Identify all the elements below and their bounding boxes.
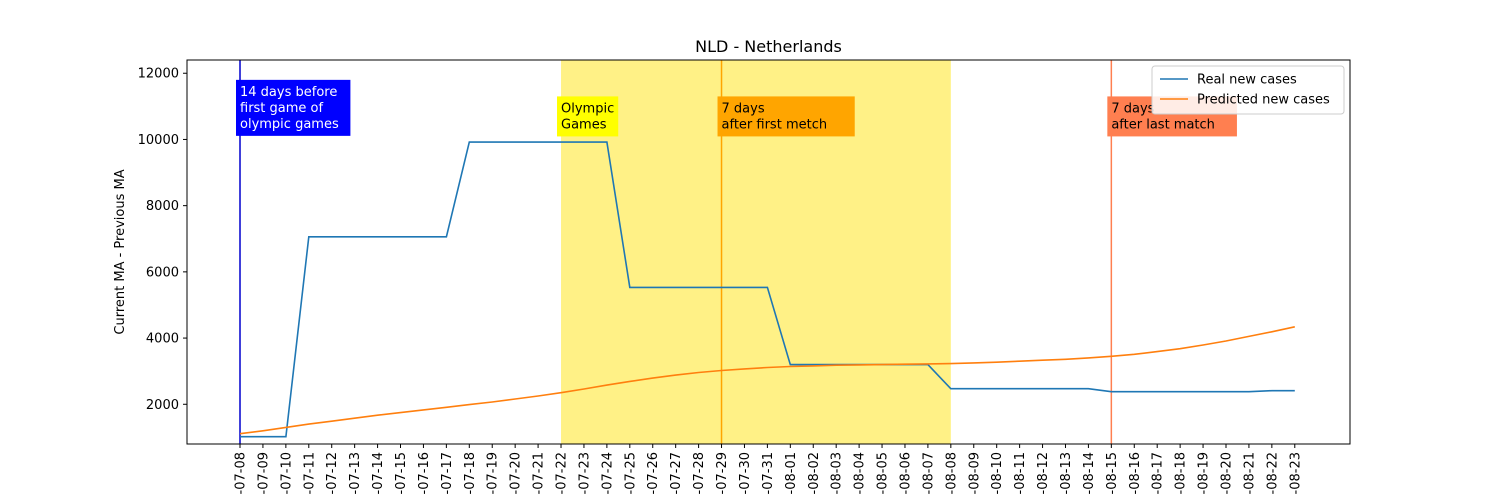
x-tick-label: -08-15 — [1105, 452, 1120, 494]
x-tick-label: -08-06 — [898, 452, 913, 494]
x-tick-label: -07-18 — [463, 452, 478, 494]
x-tick-label: -08-20 — [1219, 452, 1234, 494]
x-tick-label: -08-08 — [944, 452, 959, 494]
x-tick-label: -07-31 — [761, 452, 776, 494]
y-tick-label: 6000 — [146, 265, 179, 280]
x-tick-label: -07-21 — [532, 452, 547, 494]
x-tick-label: -07-30 — [738, 452, 753, 494]
annotation-box — [557, 96, 619, 137]
annotation-text: Games — [561, 117, 607, 132]
annotation-text: after first metch — [722, 117, 828, 132]
x-tick-label: -07-10 — [279, 452, 294, 494]
x-tick-label: -08-12 — [1036, 452, 1051, 494]
x-tick-label: -07-12 — [325, 452, 340, 494]
annotation-text: first game of — [240, 101, 324, 116]
series-line-real-new-cases — [240, 141, 1295, 438]
x-tick-label: -08-19 — [1197, 452, 1212, 494]
x-tick-label: -08-05 — [876, 452, 891, 494]
x-tick-label: -08-07 — [921, 452, 936, 494]
x-tick-label: -08-21 — [1242, 452, 1257, 494]
y-tick-label: 8000 — [146, 199, 179, 214]
x-tick-label: -07-17 — [440, 452, 455, 494]
x-tick-label: -08-01 — [784, 452, 799, 494]
x-axis-ticks: -07-08 -07-09 -07-10 -07-11 -07-12 -07-13 -07-… — [234, 444, 1303, 494]
annotation-text: 7 days — [722, 101, 765, 116]
x-tick-label: -08-14 — [1082, 452, 1097, 494]
legend-label: Real new cases — [1197, 73, 1297, 88]
y-tick-label: 12000 — [138, 67, 179, 82]
chart-title: NLD - Netherlands — [695, 37, 842, 56]
x-tick-label: -08-02 — [807, 452, 822, 494]
x-tick-label: -07-16 — [417, 452, 432, 494]
x-tick-label: -07-20 — [509, 452, 524, 494]
legend-label: Predicted new cases — [1197, 93, 1330, 108]
x-tick-label: -08-09 — [967, 452, 982, 494]
x-tick-label: -07-08 — [234, 452, 249, 494]
legend: Real new cases Predicted new cases — [1151, 65, 1345, 115]
annotation-text: 7 days — [1111, 101, 1154, 116]
x-tick-label: -08-13 — [1059, 452, 1074, 494]
x-tick-label: -08-03 — [830, 452, 845, 494]
x-tick-label: -07-26 — [646, 452, 661, 494]
x-tick-label: -07-25 — [623, 452, 638, 494]
x-tick-label: -07-28 — [692, 452, 707, 494]
x-tick-label: -07-24 — [600, 452, 615, 494]
annotation-text: Olympic — [561, 101, 614, 116]
x-tick-label: -07-15 — [394, 452, 409, 494]
x-tick-label: -07-19 — [486, 452, 501, 494]
x-tick-label: -07-29 — [715, 452, 730, 494]
x-tick-label: -08-18 — [1174, 452, 1189, 494]
legend-box — [1151, 65, 1345, 115]
x-tick-label: -08-04 — [853, 452, 868, 494]
x-tick-label: -07-11 — [302, 452, 317, 494]
annotation-text: after last match — [1111, 117, 1215, 132]
x-tick-label: -08-17 — [1151, 452, 1166, 494]
series-line-predicted-new-cases — [239, 326, 1295, 435]
y-tick-label: 10000 — [138, 133, 179, 148]
x-tick-label: -08-11 — [1013, 452, 1028, 494]
x-tick-label: -07-14 — [371, 452, 386, 494]
annotation-text: 14 days before — [240, 85, 337, 100]
x-tick-label: -07-09 — [256, 452, 271, 494]
annotation-box — [717, 96, 855, 137]
y-tick-label: 2000 — [146, 398, 179, 413]
annotation-box — [236, 79, 351, 136]
y-axis-ticks: 2000 4000 6000 8000 10000 12000 — [138, 67, 187, 413]
annotation-text: olympic games — [240, 117, 339, 132]
y-axis-label: Current MA - Previous MA — [113, 169, 128, 334]
x-tick-label: -08-22 — [1265, 452, 1280, 494]
x-tick-label: -07-27 — [669, 452, 684, 494]
x-tick-label: -07-22 — [555, 452, 570, 494]
plot-area-frame — [186, 59, 1351, 445]
x-tick-label: -08-16 — [1128, 452, 1143, 494]
x-tick-label: -07-13 — [348, 452, 363, 494]
x-tick-label: -08-23 — [1288, 452, 1303, 494]
x-tick-label: -07-23 — [577, 452, 592, 494]
y-tick-label: 4000 — [146, 332, 179, 347]
x-tick-label: -08-10 — [990, 452, 1005, 494]
series-lines — [239, 141, 1295, 438]
